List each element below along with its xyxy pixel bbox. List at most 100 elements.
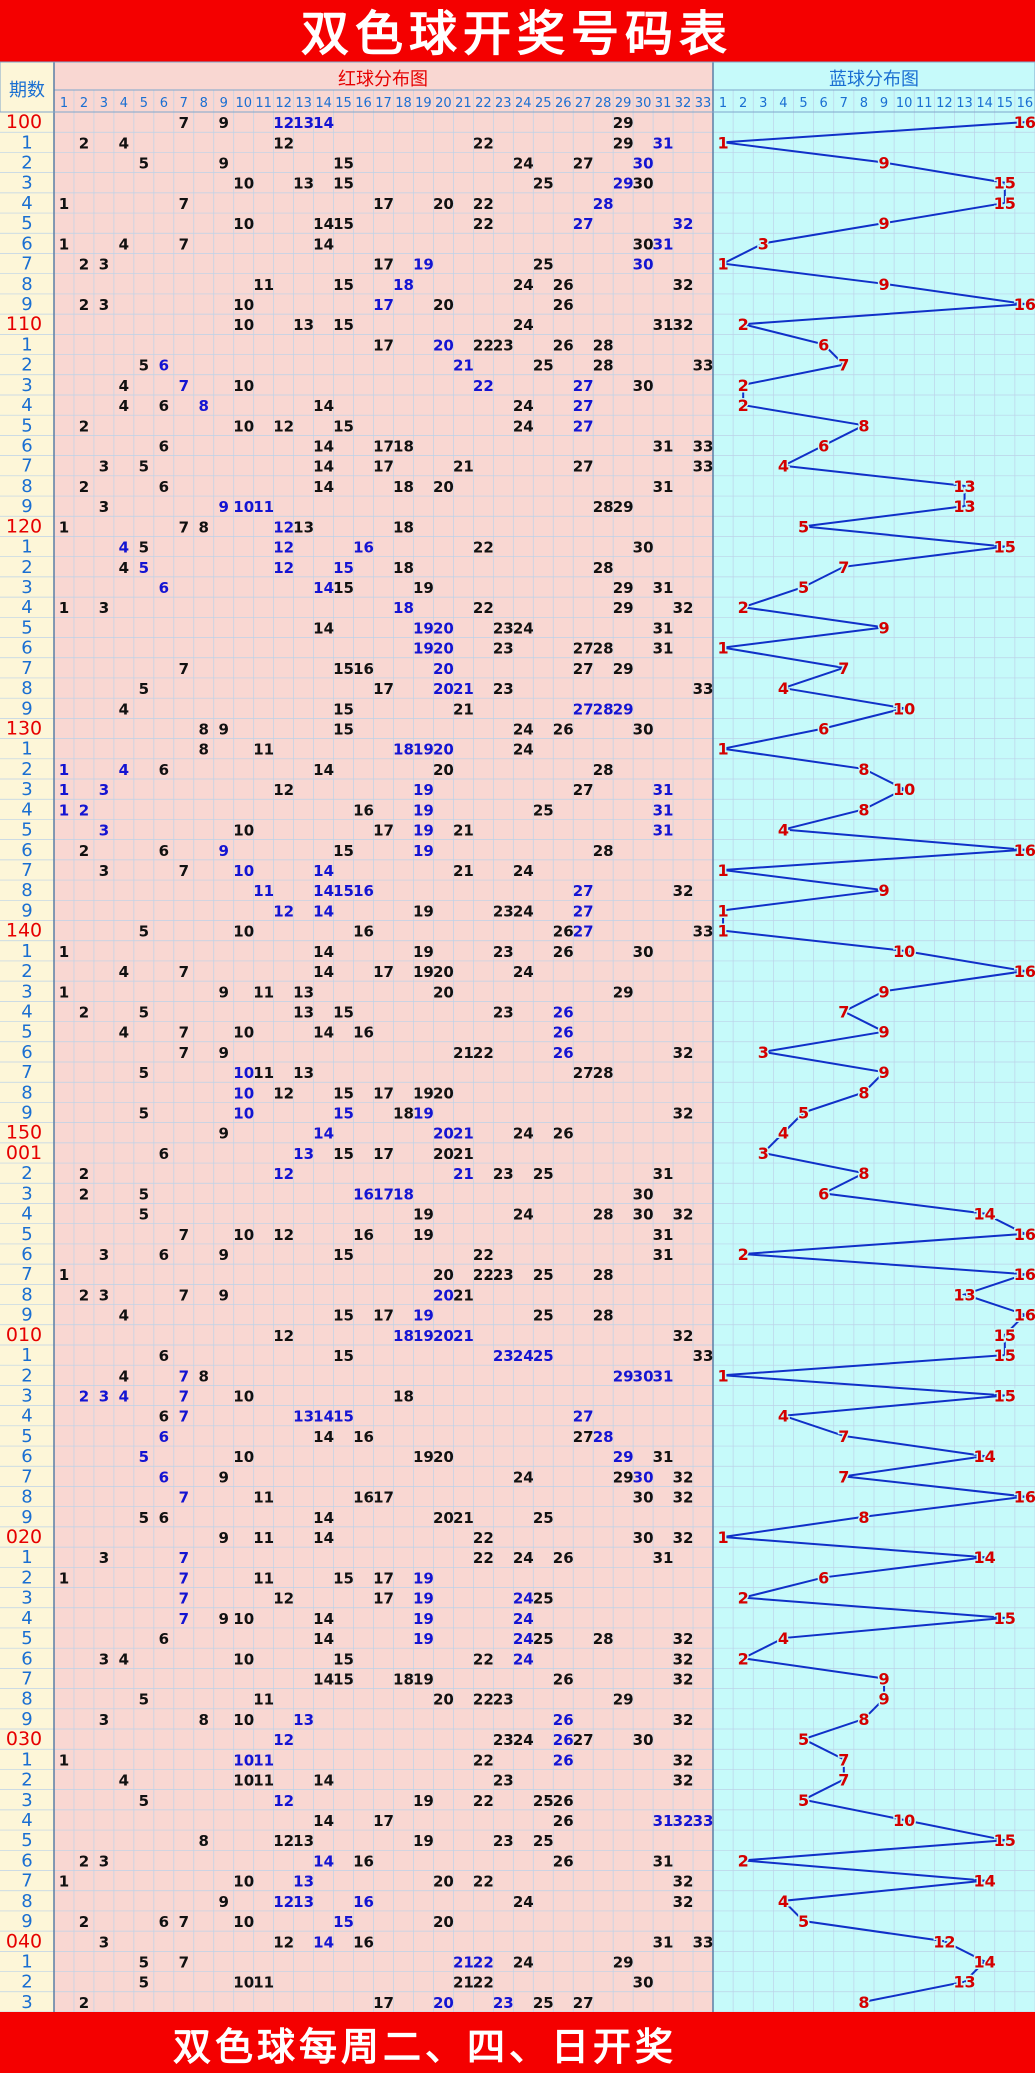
blue-ball-numbers: 1619151593191626722864131351575291741061… [716, 112, 1035, 2014]
blue-ball-number: 6 [818, 719, 829, 738]
red-ball-number: 29 [613, 1953, 634, 1971]
red-ball-number: 10 [233, 1974, 254, 1992]
period-number: 9 [21, 294, 32, 315]
red-ball-number: 2 [79, 256, 89, 274]
blue-ball-number: 4 [778, 1124, 789, 1143]
period-number: 9 [21, 496, 32, 517]
period-number: 3 [21, 577, 32, 598]
red-ball-number: 27 [573, 882, 594, 900]
red-ball-number: 18 [393, 559, 414, 577]
title-bar [0, 0, 1035, 62]
red-ball-number: 16 [353, 1428, 374, 1446]
draw-rows: 100 7 9 12 13 14 291 2 4 12 22 29 312 5 9 15 24 27 303 10 13… [6, 111, 714, 2013]
red-ball-number: 14 [313, 397, 334, 415]
red-ball-number: 2 [79, 417, 89, 435]
red-ball-number: 20 [433, 1145, 454, 1163]
red-ball-number: 25 [533, 1347, 554, 1365]
red-ball-number: 5 [139, 1792, 149, 1810]
red-ball-number: 12 [273, 1165, 294, 1183]
red-ball-number: 22 [473, 1691, 494, 1709]
red-ball-number: 17 [373, 1145, 394, 1163]
red-ball-number: 2 [79, 478, 89, 496]
period-number: 5 [21, 1426, 32, 1447]
red-ball-number: 32 [673, 1630, 694, 1648]
red-ball-number: 8 [199, 741, 209, 759]
red-ball-number: 24 [513, 1125, 534, 1143]
red-ball-number: 19 [413, 619, 434, 637]
red-ball-number: 28 [593, 640, 614, 658]
red-ball-number: 29 [613, 579, 634, 597]
period-number: 4 [21, 1204, 32, 1225]
blue-ball-number: 8 [858, 1164, 869, 1183]
red-ball-number: 21 [453, 1165, 474, 1183]
red-ball-number: 20 [433, 1913, 454, 1931]
blue-ball-number: 2 [738, 1649, 749, 1668]
draw-row: 040 3 12 14 16 31 33 [6, 1930, 714, 1952]
draw-row: 5 6 14 16 27 28 [21, 1426, 613, 1447]
blue-ball-number: 10 [893, 1811, 915, 1830]
red-ball-number: 24 [513, 963, 534, 981]
red-ball-number: 33 [693, 438, 714, 456]
draw-row: 8 2 6 14 18 20 31 [21, 476, 673, 497]
red-ball-number: 1 [59, 943, 69, 961]
red-ball-number: 16 [353, 1933, 374, 1951]
red-ball-number: 22 [473, 336, 494, 354]
red-ball-number: 19 [413, 579, 434, 597]
red-ball-number: 16 [353, 539, 374, 557]
blue-ball-number: 9 [878, 881, 889, 900]
blue-ball-number: 10 [893, 699, 915, 718]
red-ball-number: 26 [553, 1792, 574, 1810]
red-ball-number: 16 [353, 1893, 374, 1911]
red-ball-number: 32 [673, 1206, 694, 1224]
red-ball-number: 28 [593, 1206, 614, 1224]
period-number: 020 [6, 1526, 42, 1548]
red-ball-number: 14 [313, 1852, 334, 1870]
red-ball-number: 12 [273, 1084, 294, 1102]
red-ball-number: 16 [353, 1852, 374, 1870]
blue-ball-number: 9 [878, 1690, 889, 1709]
red-ball-number: 22 [473, 1246, 494, 1264]
period-number: 4 [21, 1001, 32, 1022]
draw-row: 8 7 11 16 17 30 32 [21, 1487, 693, 1508]
red-ball-number: 5 [139, 1206, 149, 1224]
red-ball-number: 3 [99, 1388, 109, 1406]
red-ball-number: 31 [653, 1852, 674, 1870]
red-ball-number: 32 [673, 1327, 694, 1345]
red-ball-number: 6 [159, 1913, 169, 1931]
red-ball-number: 11 [253, 1489, 274, 1507]
red-ball-number: 20 [433, 619, 454, 637]
draw-row: 8 11 15 18 24 26 32 [21, 274, 693, 295]
red-ball-number: 10 [233, 862, 254, 880]
red-ball-number: 31 [653, 579, 674, 597]
red-ball-number: 26 [553, 1751, 574, 1769]
draw-row: 8 10 12 15 17 19 20 [21, 1082, 454, 1103]
red-ball-number: 9 [219, 842, 229, 860]
draw-row: 1 2 4 12 22 29 31 [21, 132, 673, 153]
red-ball-number: 22 [473, 215, 494, 233]
red-ball-number: 15 [333, 417, 354, 435]
red-column-header: 30 [635, 96, 652, 111]
red-ball-number: 32 [673, 1812, 694, 1830]
blue-ball-number: 7 [838, 1750, 849, 1769]
red-ball-number: 1 [59, 195, 69, 213]
red-ball-number: 13 [293, 1145, 314, 1163]
draw-row: 2 4 7 14 17 19 20 24 [21, 961, 533, 982]
draw-row: 5 4 7 10 14 16 26 [21, 1022, 573, 1043]
red-ball-number: 12 [273, 1731, 294, 1749]
red-column-header: 5 [140, 96, 148, 111]
red-ball-number: 28 [593, 700, 614, 718]
draw-row: 3 5 12 19 22 25 26 [21, 1790, 573, 1811]
red-ball-number: 14 [313, 1529, 334, 1547]
red-ball-number: 31 [653, 781, 674, 799]
red-ball-number: 27 [573, 902, 594, 920]
red-ball-number: 7 [179, 1569, 189, 1587]
red-ball-number: 30 [633, 1468, 654, 1486]
blue-ball-number: 2 [738, 376, 749, 395]
blue-ball-number: 8 [858, 1083, 869, 1102]
red-ball-number: 10 [233, 1751, 254, 1769]
red-ball-number: 9 [219, 155, 229, 173]
red-column-header: 7 [180, 96, 188, 111]
red-ball-number: 24 [513, 155, 534, 173]
blue-ball-number: 16 [1014, 962, 1035, 981]
blue-ball-number: 8 [858, 416, 869, 435]
